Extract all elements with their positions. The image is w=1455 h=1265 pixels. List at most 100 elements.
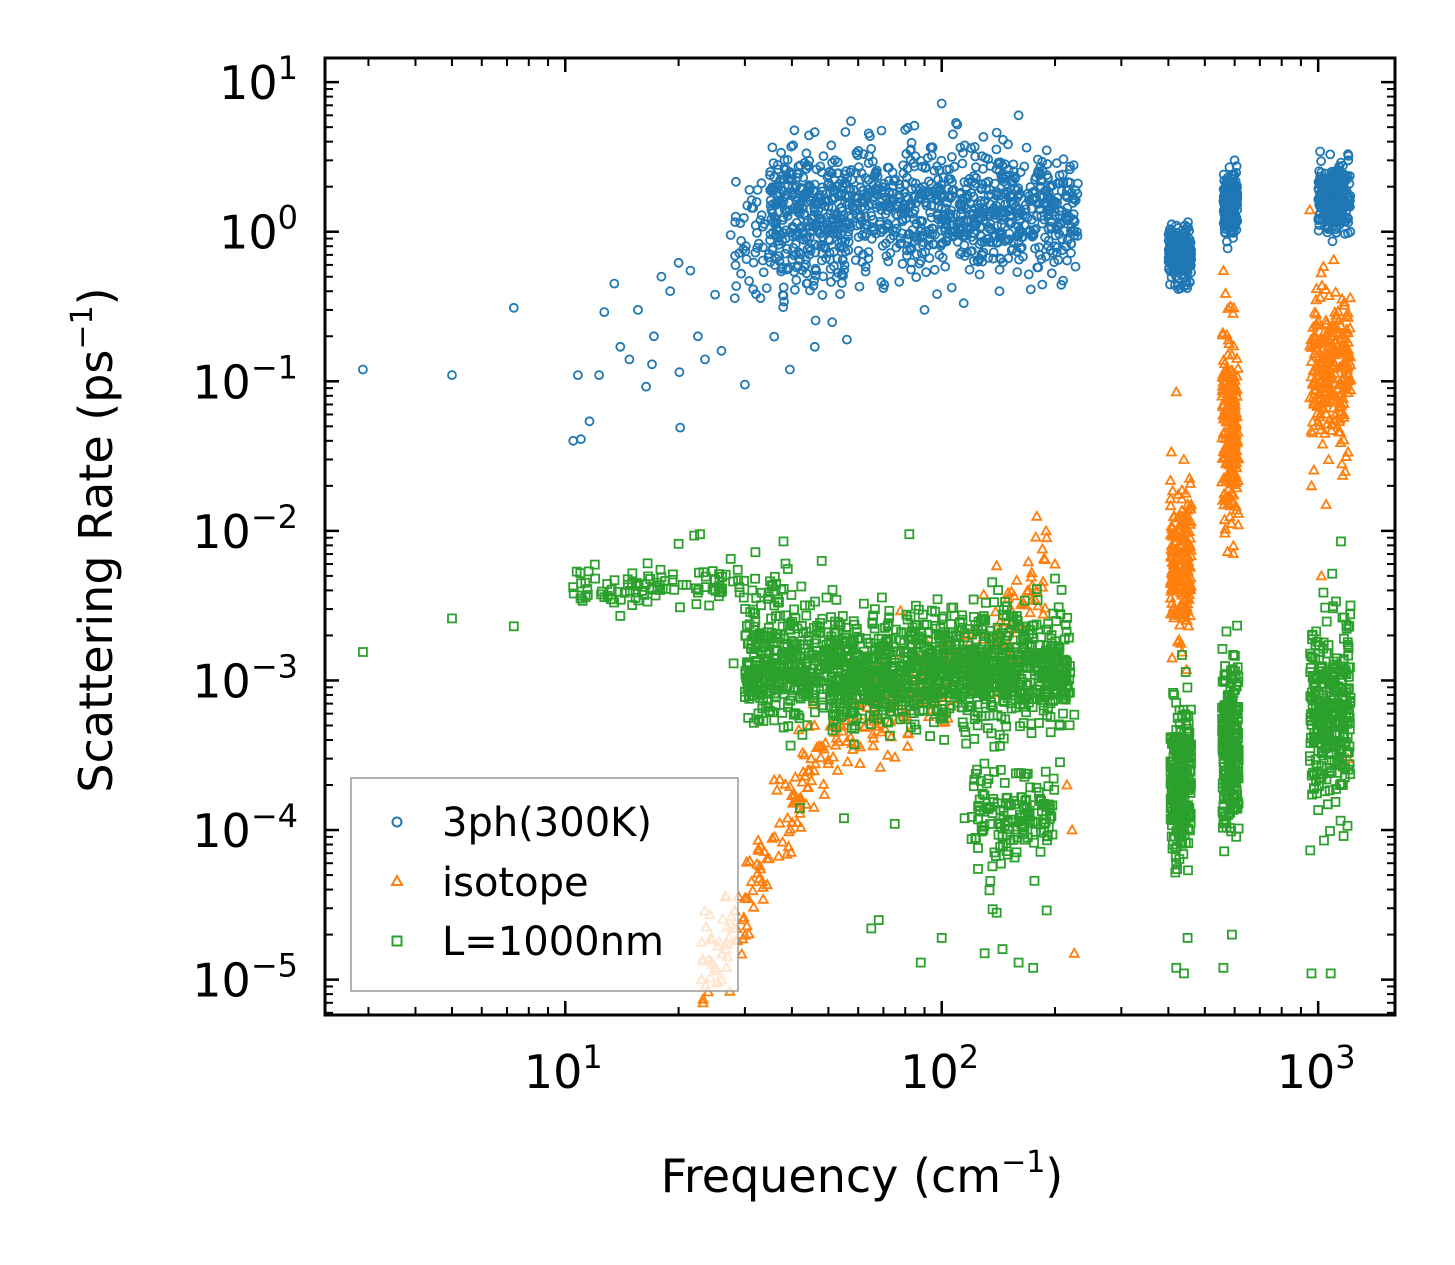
series-2-point	[1005, 687, 1016, 698]
series-2-point	[1016, 674, 1027, 684]
series-0-point	[865, 131, 875, 142]
series-0-point	[1037, 218, 1048, 229]
series-2-point	[810, 675, 820, 685]
series-2-point	[937, 613, 947, 624]
series-0-point	[818, 271, 829, 282]
series-2-point	[799, 667, 809, 677]
series-0-point	[859, 197, 869, 208]
series-0-point	[871, 199, 882, 210]
series-0-point	[758, 267, 769, 278]
series-2-point	[758, 660, 769, 670]
series-0-point	[777, 215, 788, 225]
series-0-point	[829, 246, 839, 257]
series-2-point	[827, 725, 838, 736]
series-2-point	[575, 593, 586, 604]
series-0-point	[835, 289, 845, 300]
series-0-point	[852, 150, 863, 161]
series-2-point	[950, 689, 960, 700]
series-0-point	[768, 158, 779, 169]
series-2-point	[750, 631, 761, 642]
series-2-point	[965, 666, 975, 677]
series-0-point	[649, 331, 659, 342]
series-1-point	[817, 777, 830, 789]
series-1-point	[1328, 409, 1341, 420]
series-2-point	[1016, 768, 1026, 779]
series-2-point	[767, 580, 777, 591]
series-2-point	[899, 647, 909, 658]
series-0-point	[752, 242, 763, 253]
series-0-point	[710, 289, 720, 300]
series-1-point	[1030, 509, 1043, 521]
series-2-point	[969, 774, 980, 785]
series-1-point	[1175, 519, 1188, 531]
series-1-point	[1309, 293, 1323, 305]
series-0-point	[779, 296, 789, 307]
series-0-point	[859, 203, 870, 214]
series-2-point	[921, 665, 932, 676]
series-0-point	[1058, 154, 1069, 165]
series-1-point	[1337, 391, 1350, 403]
series-2-point	[983, 668, 993, 679]
series-1-point	[805, 752, 818, 764]
series-2-point	[996, 666, 1007, 677]
series-2-point	[1025, 782, 1036, 793]
series-2-point	[968, 781, 979, 792]
series-1-point	[1185, 549, 1198, 561]
series-0-point	[832, 229, 843, 240]
series-2-point	[677, 579, 688, 590]
series-0-point	[994, 211, 1004, 222]
series-1-point	[1315, 279, 1329, 291]
series-2-point	[896, 627, 906, 637]
series-0-point	[934, 250, 945, 260]
series-0-point	[736, 268, 746, 279]
series-2-point	[675, 602, 685, 613]
series-1-point	[1325, 424, 1338, 435]
series-1-point	[808, 719, 821, 730]
series-0-point	[957, 158, 968, 169]
series-0-point	[1073, 178, 1083, 189]
series-2-point	[919, 659, 930, 670]
series-1-point	[1335, 457, 1348, 469]
series-2-point	[1045, 698, 1056, 709]
series-0-point	[964, 264, 975, 275]
series-1-point	[1217, 408, 1230, 420]
series-2-point	[891, 624, 901, 635]
series-1-point	[780, 847, 793, 859]
series-1-point	[1183, 588, 1196, 600]
series-0-point	[915, 155, 926, 166]
series-0-point	[615, 341, 626, 352]
series-0-point	[756, 210, 767, 221]
series-0-point	[1043, 209, 1054, 220]
series-2-point	[782, 682, 792, 693]
series-2-point	[953, 654, 964, 665]
series-0-point	[868, 156, 878, 167]
series-0-point	[1343, 201, 1354, 211]
series-1-point	[1175, 492, 1188, 504]
series-0-point	[1015, 167, 1026, 178]
series-0-point	[967, 231, 977, 242]
series-0-point	[768, 199, 778, 210]
series-0-point	[758, 255, 768, 266]
series-2-point	[1016, 792, 1027, 802]
series-1-point	[1333, 376, 1346, 388]
series-0-point	[1062, 235, 1073, 246]
series-0-point	[795, 254, 805, 265]
series-2-point	[998, 605, 1009, 615]
series-1-point	[1334, 436, 1347, 448]
series-2-point	[998, 623, 1009, 633]
series-2-point	[728, 576, 738, 587]
series-1-point	[1310, 358, 1323, 370]
series-0-point	[1218, 196, 1229, 207]
series-2-point	[796, 581, 807, 592]
series-1-point	[867, 731, 880, 743]
series-2-point	[967, 629, 978, 640]
series-2-point	[1047, 800, 1058, 811]
series-2-point	[788, 709, 799, 720]
series-0-point	[817, 248, 828, 259]
series-2-point	[732, 564, 743, 575]
series-2-point	[1055, 720, 1065, 731]
series-2-point	[867, 617, 878, 628]
series-1-point	[1216, 326, 1229, 338]
series-0-point	[878, 283, 889, 294]
series-2-point	[1009, 799, 1020, 809]
